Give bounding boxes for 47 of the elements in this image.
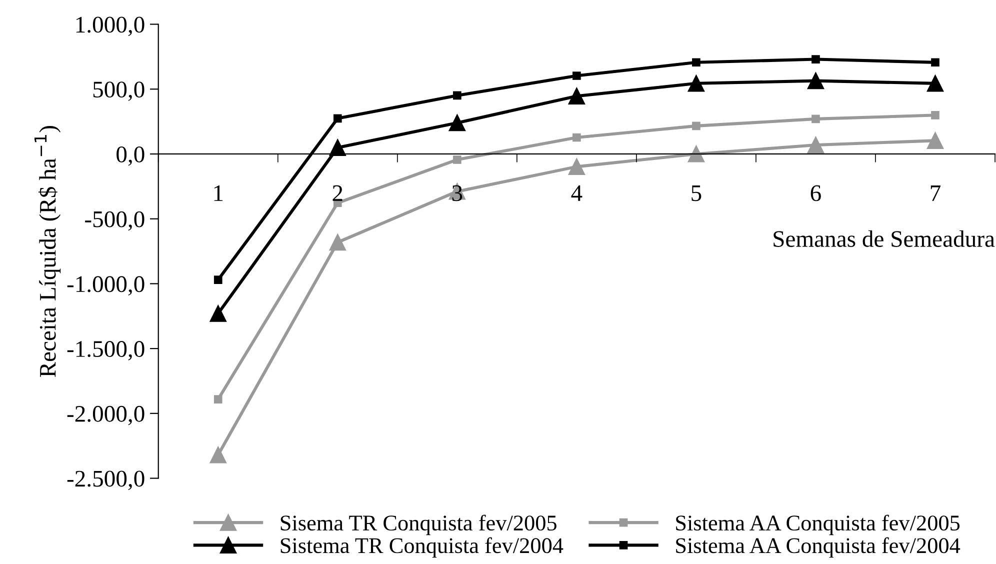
point <box>452 156 462 164</box>
legend-label: Sistema AA Conquista fev/2005 <box>676 514 960 536</box>
point <box>931 58 940 67</box>
x-tick-label: 5 <box>692 185 702 202</box>
point <box>926 132 944 149</box>
y-tick-label: -1.000,0 <box>67 276 144 296</box>
point <box>572 133 581 142</box>
point <box>333 114 342 123</box>
y-axis-title: Receita Líquida (R$ ha$^{−1}$) <box>34 126 61 378</box>
point <box>568 88 586 104</box>
legend-label: Sistema AA Conquista fev/2004 <box>676 537 960 558</box>
x-tick-label: 2 <box>332 185 342 201</box>
point <box>931 111 940 120</box>
point <box>448 114 466 132</box>
legend-label: Sisema TR Conquista fev/2005 <box>280 514 556 536</box>
y-tick-label: -2.000,0 <box>67 406 144 426</box>
point <box>214 276 222 284</box>
point <box>210 446 226 464</box>
point <box>568 158 586 176</box>
point <box>692 122 700 130</box>
point <box>452 91 462 100</box>
x-tick-label: 6 <box>810 185 821 202</box>
point <box>688 146 705 162</box>
point <box>214 395 222 404</box>
legend-label: Sistema TR Conquista fev/2004 <box>280 537 564 558</box>
y-tick-label: 1.000,0 <box>76 16 144 36</box>
point <box>329 234 346 251</box>
point <box>210 305 226 322</box>
point <box>572 72 581 80</box>
x-tick-label: 3 <box>452 185 462 202</box>
y-tick-label: -1.500,0 <box>67 341 144 360</box>
point <box>812 55 820 64</box>
point <box>692 58 700 67</box>
point <box>807 72 824 90</box>
y-tick-label: 500,0 <box>93 82 144 101</box>
x-tick-label: 4 <box>571 185 582 201</box>
point <box>688 75 705 92</box>
point <box>329 139 346 156</box>
point <box>807 136 824 154</box>
y-tick-label: 0,0 <box>116 146 144 166</box>
x-tick-label: 7 <box>930 185 940 201</box>
x-axis-title: Semanas de Semeadura <box>774 230 995 247</box>
y-tick-label: -500,0 <box>85 211 144 231</box>
point <box>926 75 944 92</box>
point <box>812 114 820 124</box>
x-tick-label: 1 <box>214 185 223 201</box>
y-tick-label: -2.500,0 <box>67 470 144 490</box>
